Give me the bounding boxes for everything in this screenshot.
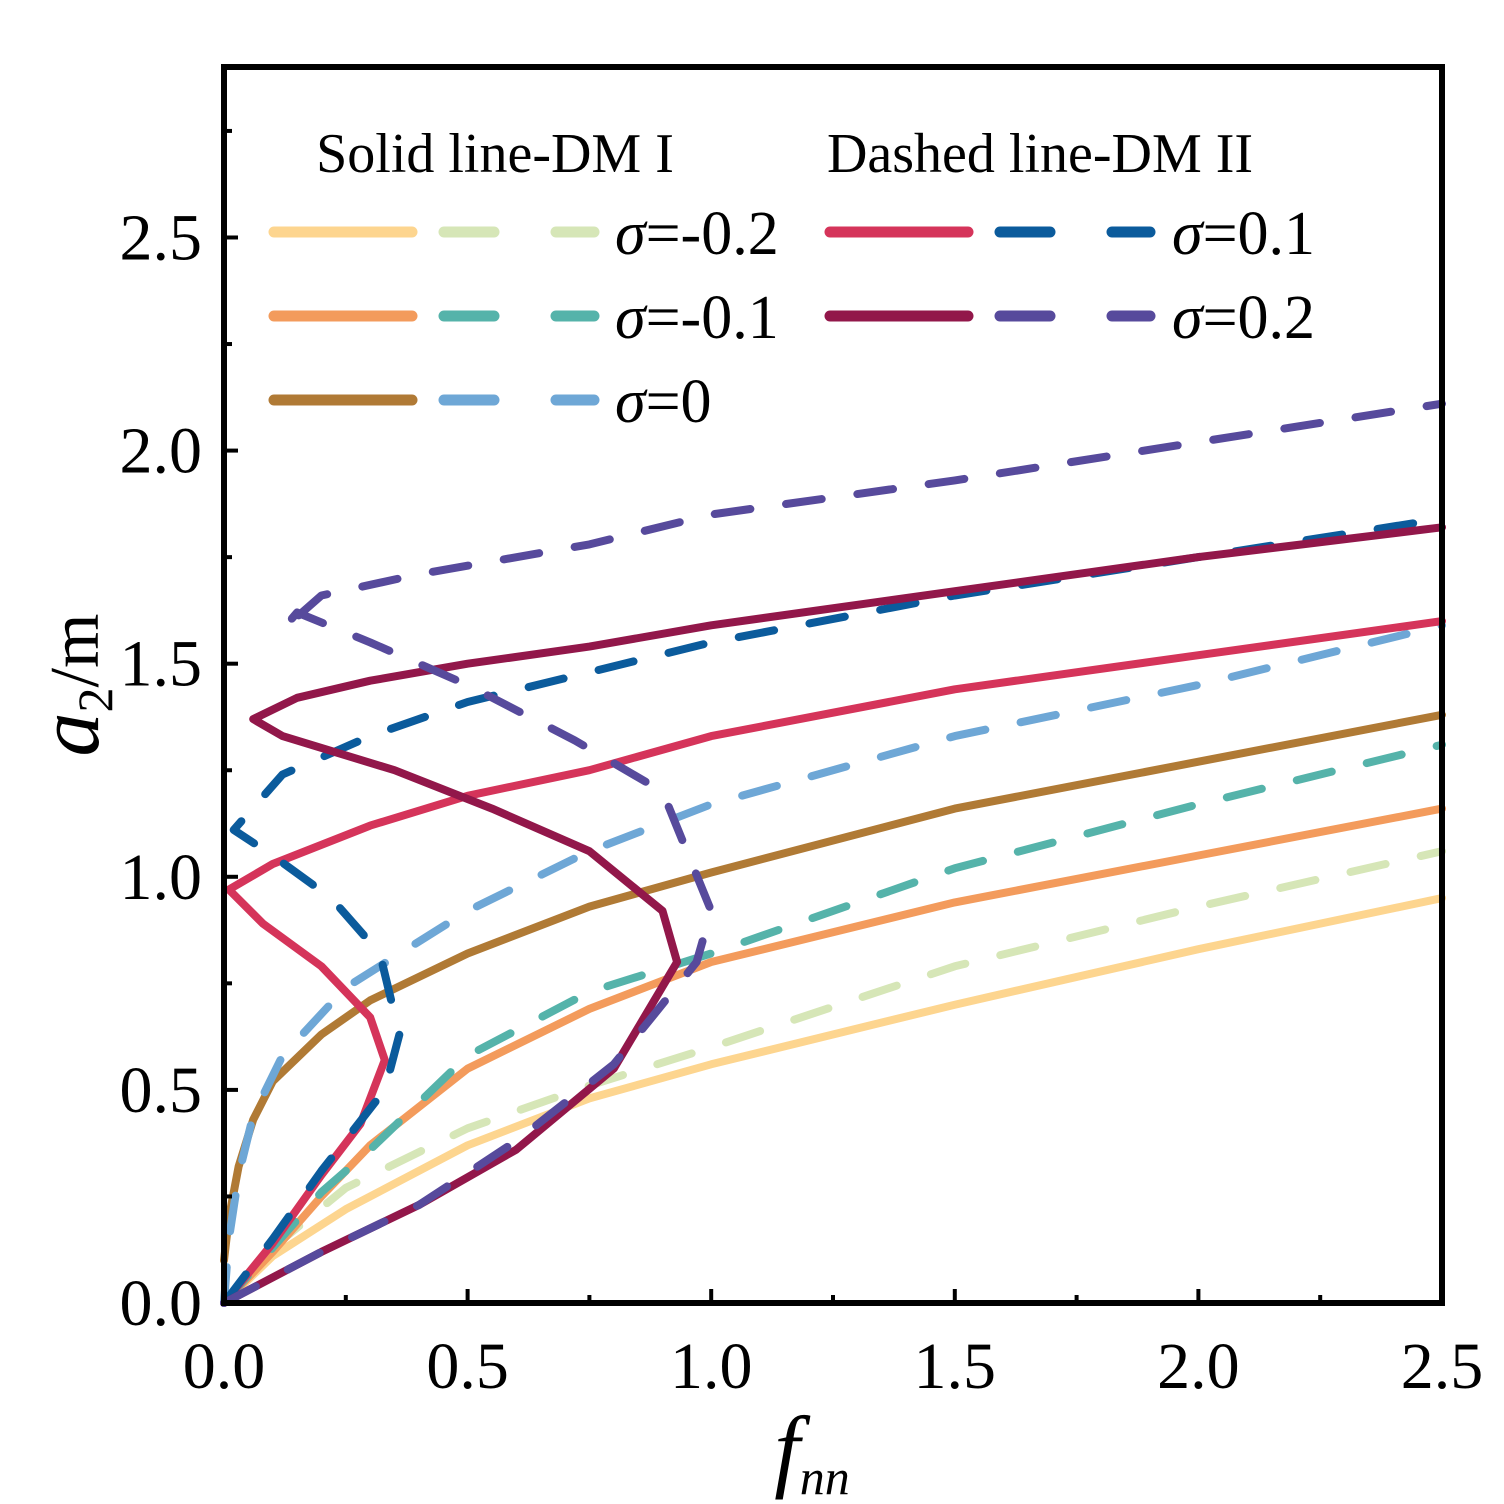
plot-frame (221, 64, 1445, 1306)
x-axis-label: fnn (774, 1398, 850, 1504)
series-line-dm1-4 (220, 710, 1446, 1265)
legend-item: σ=0 (268, 368, 712, 436)
series-line-dm1-0 (220, 894, 1446, 1307)
y-tick-label: 0.0 (120, 1267, 203, 1340)
x-tick-label: 2.0 (1157, 1330, 1240, 1403)
legend-label: σ=0.1 (1172, 200, 1315, 268)
x-tick-label: 2.5 (1401, 1330, 1484, 1403)
series-line-dm2-3 (220, 740, 1446, 1307)
series-line-dm2-1 (220, 847, 1446, 1307)
legend-header-dashed: Dashed line-DM II (827, 123, 1253, 185)
y-axis-label: a2/m (21, 614, 123, 757)
x-tick-label: 1.0 (670, 1330, 753, 1403)
y-axis-label-sub: 2 (67, 687, 123, 712)
legend-label: σ=0.2 (1172, 284, 1315, 352)
legend-item: σ=-0.2 (268, 200, 779, 268)
y-tick-label: 2.0 (120, 415, 203, 488)
y-axis-label-main: a (21, 712, 118, 756)
x-tick-label: 1.5 (914, 1330, 997, 1403)
curves-layer (220, 399, 1446, 1307)
y-axis-label-unit: /m (37, 614, 114, 688)
y-tick-label: 0.5 (120, 1054, 203, 1127)
series-line-dm2-7 (220, 514, 1446, 1307)
y-tick-label: 2.5 (120, 201, 203, 274)
legend-header-solid: Solid line-DM I (316, 123, 674, 185)
legend-item: σ=0.2 (824, 284, 1315, 352)
legend-label: σ=-0.2 (615, 200, 779, 268)
series-line-dm1-2 (220, 804, 1446, 1307)
y-tick-label: 1.0 (120, 841, 203, 914)
series-line-dm2-9 (220, 399, 1446, 1307)
y-tick-label: 1.5 (120, 628, 203, 701)
legend-label: σ=-0.1 (615, 284, 779, 352)
series-line-dm1-8 (220, 523, 1446, 1307)
svg-text:a2/m: a2/m (21, 614, 123, 757)
x-tick-label: 0.5 (426, 1330, 509, 1403)
legend: σ=-0.2 σ=-0.1 σ=0 σ=0.1 σ=0.2 (268, 200, 1315, 436)
legend-item: σ=0.1 (824, 200, 1315, 268)
legend-item: σ=-0.1 (268, 284, 779, 352)
ticks-layer: 0.0 0.5 1.0 1.5 2.0 2.5 0.0 0.5 1.0 1.5 2.0 2.5 (120, 128, 1484, 1403)
x-axis-label-sub: nn (800, 1449, 850, 1504)
legend-label: σ=0 (615, 368, 712, 436)
series-line-dm1-6 (220, 617, 1446, 1307)
x-tick-label: 0.0 (183, 1330, 266, 1403)
